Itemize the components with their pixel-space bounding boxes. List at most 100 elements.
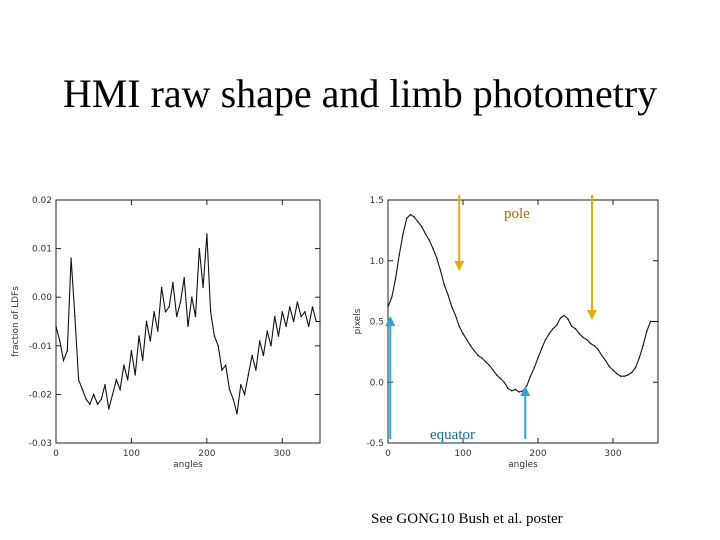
data-point (225, 364, 227, 366)
data-point (262, 354, 265, 357)
y-tick-label: -0.03 (29, 439, 52, 449)
data-point (406, 217, 408, 219)
data-point (285, 325, 287, 328)
data-point (232, 398, 234, 400)
chart-left-svg: -0.03 -0.02 -0.01 0.00 0.01 0.02 0 100 200 300 ang… (11, 196, 321, 470)
data-point (537, 357, 539, 359)
data-point (160, 286, 163, 289)
y-tick-label: 0.5 (370, 318, 384, 328)
pole-annotation: pole (504, 206, 530, 222)
data-point (304, 311, 306, 313)
data-point (391, 296, 393, 298)
data-point (443, 284, 445, 286)
data-point (89, 403, 91, 405)
x-tick-label: 100 (454, 449, 471, 459)
data-point (436, 257, 438, 259)
data-point (108, 408, 110, 410)
data-point (183, 277, 185, 279)
data-point (424, 233, 427, 235)
data-point (217, 345, 219, 347)
data-point (514, 388, 517, 391)
data-point (85, 398, 87, 400)
data-point (451, 306, 453, 308)
data-point (541, 347, 543, 349)
data-point (608, 365, 610, 368)
y-tick-label: -0.5 (366, 439, 384, 449)
data-point (623, 375, 625, 377)
data-point (529, 375, 532, 377)
slide-title: HMI raw shape and limb photometry (62, 71, 658, 116)
data-point (149, 340, 151, 342)
data-point (511, 390, 513, 392)
y-axis-label: fraction of LDFs (11, 286, 21, 357)
x-tick-label: 100 (123, 449, 140, 459)
x-tick-label: 300 (274, 449, 291, 459)
data-point (292, 320, 295, 323)
data-point (526, 385, 528, 387)
data-point (601, 354, 603, 357)
data-point (582, 336, 584, 338)
data-point (308, 325, 310, 328)
data-point (417, 221, 419, 223)
data-point (634, 367, 637, 369)
data-point (402, 233, 404, 235)
data-point (119, 388, 121, 391)
data-point (484, 360, 487, 363)
data-point (646, 330, 648, 332)
data-point (251, 354, 253, 357)
data-point (619, 375, 622, 377)
data-point (398, 254, 400, 256)
data-point (266, 330, 268, 332)
x-tick-label: 300 (604, 449, 621, 459)
data-point (653, 320, 655, 323)
data-point (236, 413, 238, 415)
data-point (300, 315, 302, 318)
data-point (597, 348, 599, 351)
data-point (428, 239, 430, 241)
data-point (213, 335, 216, 337)
data-point (409, 213, 412, 216)
data-point (289, 306, 291, 308)
equator-annotation: equator (430, 427, 475, 443)
y-tick-label: 0.0 (370, 378, 385, 388)
data-point (96, 403, 99, 405)
data-point (469, 345, 472, 347)
series-line (55, 233, 320, 414)
data-point (66, 350, 69, 352)
data-point (228, 388, 231, 391)
data-point (240, 384, 242, 386)
x-axis-label: angles (173, 460, 203, 470)
data-point (496, 374, 498, 376)
data-point (481, 357, 483, 359)
data-point (631, 371, 633, 374)
data-point (563, 314, 565, 317)
data-point (466, 339, 468, 341)
data-point (503, 381, 505, 383)
data-point (81, 388, 84, 391)
data-point (473, 350, 475, 352)
y-tick-label: 0.00 (32, 293, 52, 303)
data-point (138, 335, 140, 337)
data-point (55, 325, 57, 328)
data-point (70, 257, 72, 259)
data-point (488, 364, 490, 366)
data-point (100, 398, 103, 400)
data-point (657, 320, 659, 323)
data-point (507, 387, 509, 389)
data-point (421, 226, 423, 228)
x-axis-label: angles (508, 460, 538, 470)
data-point (130, 350, 133, 352)
data-point (552, 328, 554, 330)
data-point (259, 340, 261, 342)
data-point (311, 306, 314, 308)
data-point (567, 318, 569, 320)
data-point (638, 357, 640, 359)
y-tick-label: 0.02 (32, 196, 52, 206)
data-point (153, 311, 155, 313)
y-tick-label: -0.02 (29, 390, 52, 400)
chart-raw-shape: -0.5 0.0 0.5 1.0 1.5 0 100 200 300 angles pixels (340, 183, 670, 488)
data-point (202, 286, 204, 289)
data-point (187, 325, 189, 328)
y-axis-label: pixels (353, 308, 363, 334)
data-point (77, 379, 80, 381)
